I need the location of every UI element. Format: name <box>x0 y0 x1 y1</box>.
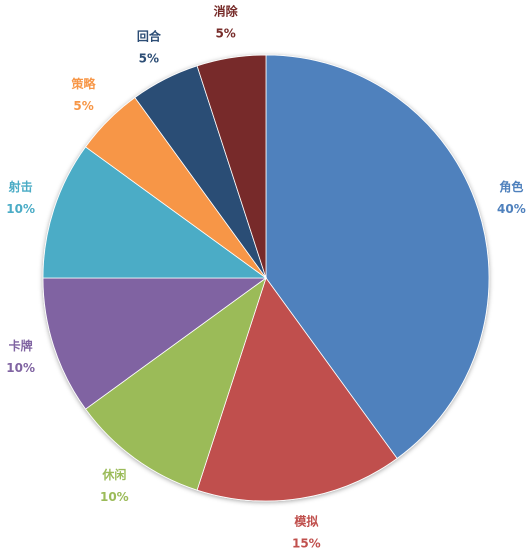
slice-value-label: 5% <box>73 99 93 113</box>
pie-slice <box>85 276 267 491</box>
slice-label: 射击 <box>8 179 33 194</box>
slice-label: 回合 <box>137 29 162 44</box>
slice-label: 策略 <box>72 76 97 91</box>
slice-label: 消除 <box>214 4 239 19</box>
slice-label: 卡牌 <box>9 338 33 353</box>
pie-slice <box>42 146 268 279</box>
pie-slice <box>42 277 268 410</box>
slice-value-label: 15% <box>292 536 321 550</box>
pie-slice <box>196 54 267 279</box>
slice-label: 休闲 <box>101 467 126 482</box>
slice-value-label: 10% <box>6 202 35 216</box>
slice-label: 模拟 <box>294 513 318 528</box>
slice-value-label: 5% <box>215 27 235 41</box>
slice-value-label: 10% <box>6 361 35 375</box>
pie-slice <box>196 277 398 502</box>
slice-value-label: 10% <box>100 490 129 504</box>
slice-value-label: 40% <box>497 202 526 216</box>
slice-label: 角色 <box>499 179 523 194</box>
pie-slice <box>265 54 490 459</box>
slice-value-label: 5% <box>139 52 159 66</box>
pie <box>42 54 490 502</box>
